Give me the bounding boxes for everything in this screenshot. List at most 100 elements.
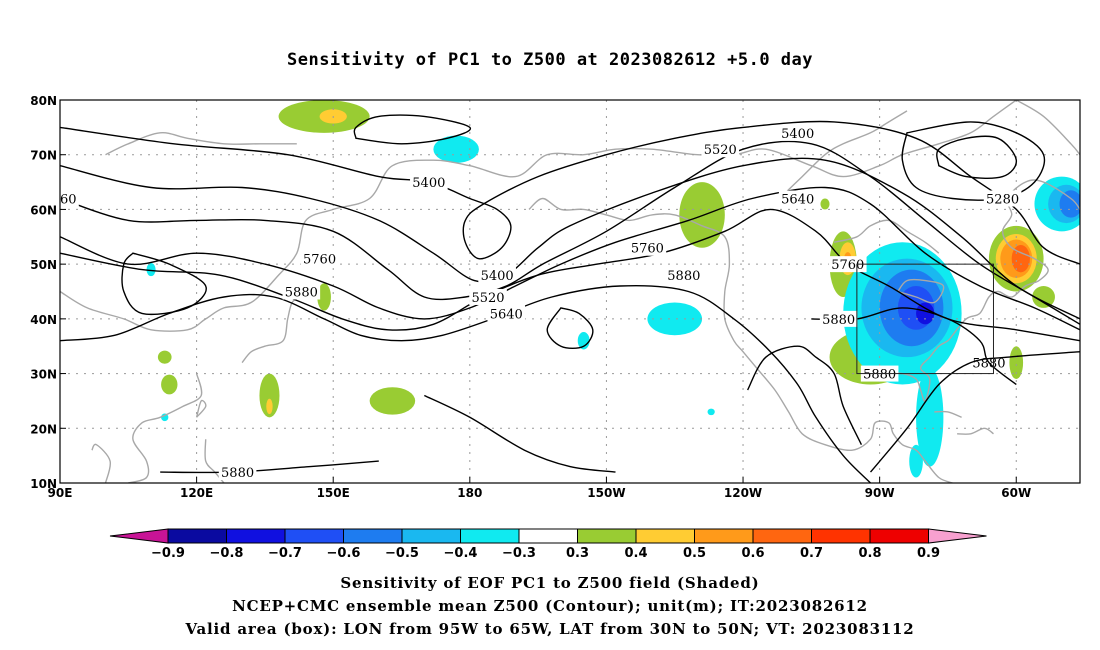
contour-label-bg [282, 283, 321, 300]
lon-tick-label: 90W [865, 486, 895, 500]
contour-label: 5760 [831, 258, 864, 273]
colorbar-segment [167, 528, 227, 544]
coastline [195, 399, 207, 418]
z500-contour-line [60, 186, 1080, 331]
coastline [897, 278, 945, 304]
coastline [934, 410, 962, 418]
contour-label-bg [701, 141, 740, 158]
contour-label: 5760 [43, 192, 76, 207]
contour-label: 5880 [863, 368, 896, 383]
colorbar-segment [518, 528, 578, 544]
contour-label: 5880 [667, 269, 700, 284]
z500-contours: 5400540055205640576058805280588058805760… [43, 114, 1080, 483]
sensitivity-blob [317, 283, 331, 311]
contour-label-bg [778, 190, 817, 207]
lon-tick-label: 120W [724, 486, 762, 500]
contour-label-bg [778, 124, 817, 141]
contour-label: 5880 [221, 466, 254, 481]
colorbar-tick-label: −0.7 [268, 546, 302, 561]
contour-label-bg [410, 174, 448, 191]
sensitivity-blob [679, 182, 725, 248]
contour-label-bg [60, 190, 79, 207]
contour-label: 5520 [471, 291, 504, 306]
lat-tick-label: 40N [30, 313, 57, 327]
valid-area-box [856, 263, 994, 375]
contour-label-bg [478, 267, 516, 284]
colorbar-tick-label: 0.9 [917, 546, 940, 561]
coastline [833, 219, 940, 254]
colorbar: −0.9 −0.8 −0.7 −0.6 −0.5 −0.4 −0.3 0.3 0.4 0.5 0.6… [109, 528, 987, 561]
lat-tick-label: 10N [30, 477, 57, 491]
caption-line-3: Valid area (box): LON from 95W to 65W, L… [185, 620, 915, 638]
sensitivity-blob [916, 302, 935, 325]
contour-label-bg [665, 267, 703, 284]
sensitivity-blob [916, 368, 944, 467]
z500-contour-line [60, 284, 872, 483]
lat-tick-label: 80N [30, 94, 57, 108]
contour-label: 5760 [631, 242, 664, 257]
z500-contour-line [60, 120, 1080, 265]
colorbar-segment [811, 528, 871, 544]
colorbar-tick-label: 0.6 [741, 546, 764, 561]
coastline [957, 427, 994, 435]
z500-contour-line [424, 394, 616, 473]
map-frame [59, 99, 1081, 484]
contour-label: 5640 [490, 307, 523, 322]
colorbar-high-triangle [928, 528, 987, 544]
sensitivity-blob [161, 374, 178, 395]
sensitivity-blob [157, 350, 172, 364]
z500-contour-line [546, 307, 594, 349]
contour-label: 5400 [781, 127, 814, 142]
z500-contour-line [901, 121, 1046, 201]
z500-contour-line [353, 114, 472, 145]
caption-line-2: NCEP+CMC ensemble mean Z500 (Contour); u… [232, 597, 868, 615]
lon-tick-label: 180 [457, 486, 482, 500]
sensitivity-blob [259, 373, 280, 418]
lat-tick-label: 70N [30, 149, 57, 163]
sensitivity-blob [1059, 190, 1080, 218]
colorbar-segment [752, 528, 812, 544]
lon-tick-label: 120E [180, 486, 213, 500]
z500-contour-line [121, 252, 207, 316]
sensitivity-blob [369, 387, 416, 415]
colorbar-tick-label: −0.6 [327, 546, 361, 561]
colorbar-segment [694, 528, 754, 544]
sensitivity-blob [146, 263, 156, 277]
colorbar-tick-label: −0.9 [151, 546, 185, 561]
colorbar-tick-label: 0.4 [624, 546, 647, 561]
colorbar-tick-label: 0.8 [858, 546, 881, 561]
sensitivity-blob [577, 331, 590, 350]
lon-tick-label: 150E [317, 486, 350, 500]
z500-contour-line [60, 208, 1080, 342]
lon-tick-label: 150W [587, 486, 625, 500]
figure-title: Sensitivity of PC1 to Z500 at 2023082612… [286, 50, 813, 70]
colorbar-segment [460, 528, 520, 544]
z500-contour-line [869, 351, 1080, 473]
z500-contour-line [60, 157, 1080, 320]
colorbar-segment [284, 528, 344, 544]
sensitivity-blob [1032, 286, 1055, 308]
caption-line-1: Sensitivity of EOF PC1 to Z500 field (Sh… [340, 574, 760, 592]
sensitivity-blob [707, 408, 715, 416]
lon-tick-label: 60W [1001, 486, 1031, 500]
contour-label-bg [218, 464, 257, 481]
colorbar-segment [343, 528, 403, 544]
contour-label-bg [487, 305, 526, 322]
coastline [528, 197, 953, 483]
colorbar-segment [226, 528, 286, 544]
colorbar-tick-label: 0.5 [683, 546, 706, 561]
coastlines [60, 100, 1080, 483]
contour-label-bg [300, 250, 339, 267]
coastline [60, 100, 1017, 332]
sensitivity-blob [433, 135, 479, 163]
sensitivity-blob [820, 198, 830, 210]
coastline [861, 179, 1080, 402]
coastline [91, 443, 112, 483]
axis-ticks: 90E 120E 150E 180 150W 120W 90W 60W 10N 20N 30N 40N… [30, 94, 1031, 500]
contour-label: 5520 [704, 143, 737, 158]
contour-label: 5640 [781, 192, 814, 207]
contour-label: 5280 [986, 192, 1019, 207]
colorbar-tick-label: −0.5 [385, 546, 419, 561]
lat-tick-label: 30N [30, 368, 57, 382]
